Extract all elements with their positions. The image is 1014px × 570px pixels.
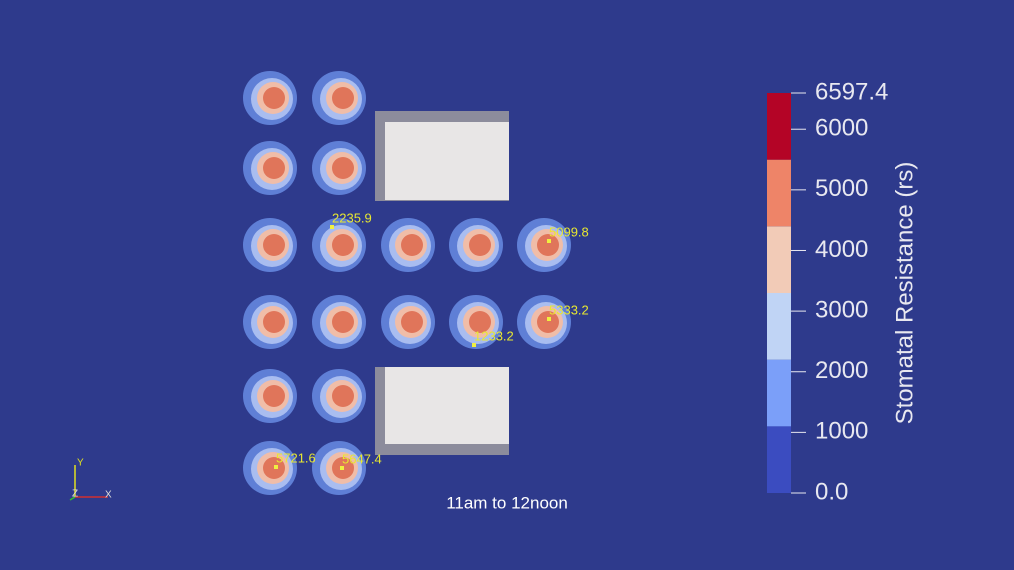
leaf-core [263, 385, 285, 407]
leaf-core [263, 311, 285, 333]
building-roof [385, 367, 509, 444]
probe-point [547, 317, 551, 321]
colorbar-tick-label: 3000 [815, 296, 868, 323]
probe-label: 5721.6 [276, 450, 316, 465]
leaf-core [263, 87, 285, 109]
axes-widget: Y Z X [69, 458, 112, 501]
time-caption: 11am to 12noon [446, 493, 568, 512]
colorbar-tick-label: 6000 [815, 115, 868, 142]
colorbar-band [767, 426, 791, 493]
leaf-core [332, 87, 354, 109]
leaf-core [537, 311, 559, 333]
probe-point [330, 225, 334, 229]
building-roof [385, 122, 509, 200]
probe-label: 5333.2 [549, 302, 589, 317]
probe-point [547, 239, 551, 243]
probe-label: 5099.8 [549, 224, 589, 239]
y-label: Y [77, 458, 84, 469]
colorbar-band [767, 226, 791, 293]
z-axis [69, 496, 76, 501]
colorbar-title: Stomatal Resistance (rs) [891, 162, 918, 425]
leaf-core [263, 234, 285, 256]
colorbar-band [767, 93, 791, 160]
leaf-core [332, 311, 354, 333]
leaf-core [263, 157, 285, 179]
colorbar-tick-label: 0.0 [815, 478, 848, 505]
colorbar-band [767, 159, 791, 227]
leaf-core [537, 234, 559, 256]
leaf-core [469, 311, 491, 333]
probe-point [472, 343, 476, 347]
building-bottom [375, 367, 509, 455]
colorbar-tick-label: 4000 [815, 236, 868, 263]
probe-label: 5647.4 [342, 451, 382, 466]
colorbar-tick-label: 2000 [815, 357, 868, 384]
probe-point [340, 466, 344, 470]
colorbar: Stomatal Resistance (rs) 0.0 1000 2000 3000… [767, 78, 918, 505]
leaf-core [401, 311, 423, 333]
probes: 2235.9 5099.8 5333.2 1233.2 5721.6 5647.4 [274, 210, 589, 470]
colorbar-band [767, 359, 791, 427]
leaf-core [332, 385, 354, 407]
colorbar-tick-label: 5000 [815, 175, 868, 202]
leaves [243, 71, 571, 495]
z-label: Z [72, 489, 78, 500]
probe-point [274, 465, 278, 469]
colorbar-tick-label: 1000 [815, 418, 868, 445]
x-label: X [105, 490, 112, 501]
leaf-core [469, 234, 491, 256]
leaf-core [401, 234, 423, 256]
building-top [375, 111, 509, 201]
probe-label: 2235.9 [332, 210, 372, 225]
leaf-core [332, 234, 354, 256]
probe-label: 1233.2 [474, 328, 514, 343]
leaf-core [332, 157, 354, 179]
colorbar-tick-label: 6597.4 [815, 78, 888, 105]
colorbar-band [767, 293, 791, 360]
